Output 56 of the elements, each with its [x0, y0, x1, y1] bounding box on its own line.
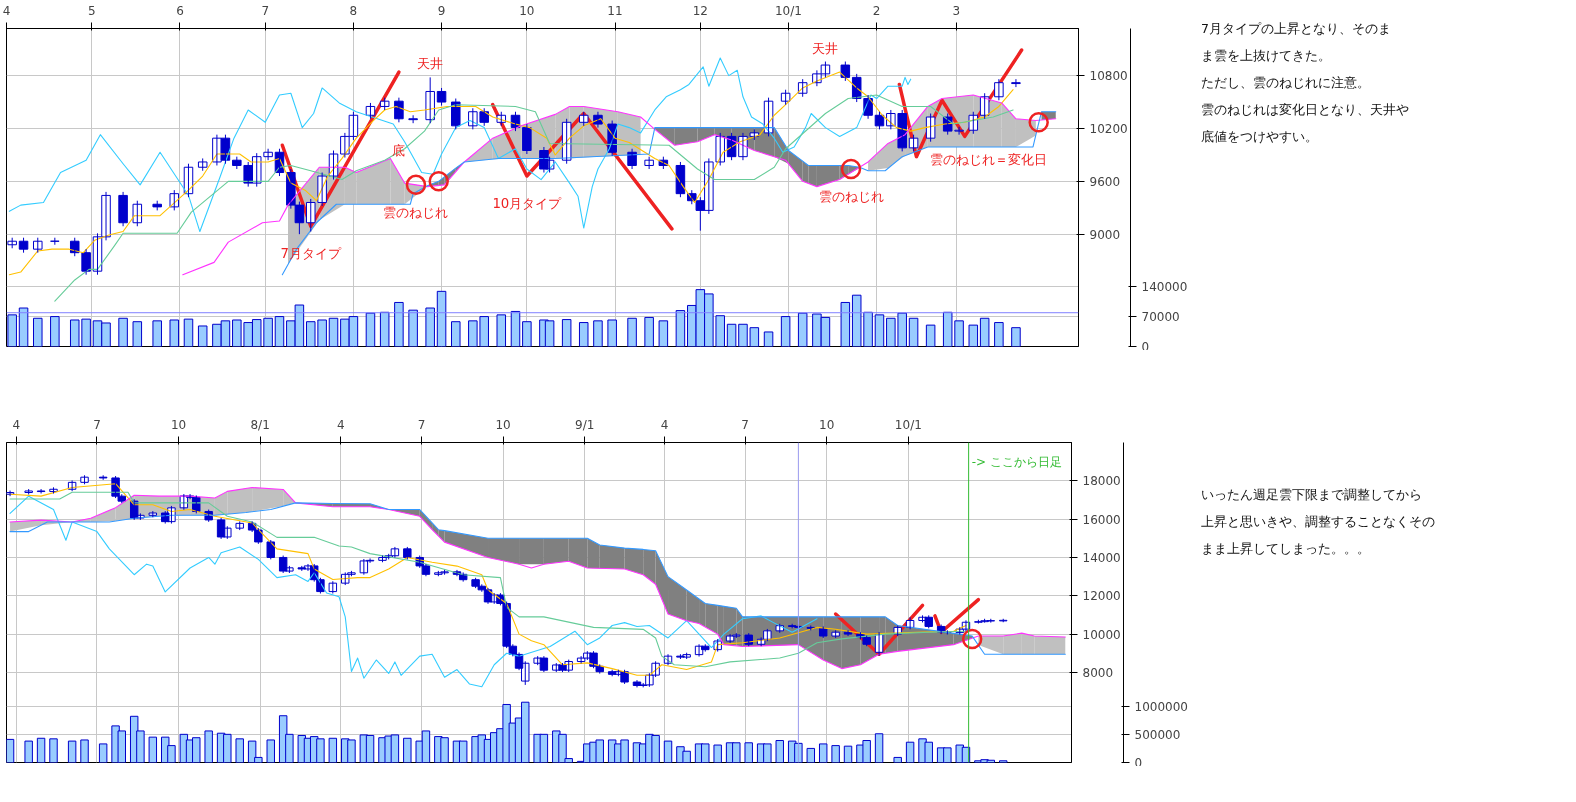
- x-tick-label: 5: [87, 3, 96, 18]
- x-tick-label: 4: [12, 417, 21, 432]
- y2-tick-label: 140000: [1141, 280, 1188, 295]
- text: ただし、雲のねじれに注意。: [1201, 74, 1371, 92]
- x-tick-label: 10: [819, 417, 835, 432]
- x-tick-label: 7: [261, 3, 270, 18]
- x-tick-label: 10/1: [774, 3, 802, 18]
- x-tick-label: 7: [417, 417, 426, 432]
- x-tick-label: 4: [660, 417, 669, 432]
- annotation: 雲のねじれ: [383, 204, 449, 220]
- y2-tick-label: 70000: [1141, 310, 1180, 325]
- text: まま上昇してしまった。。。: [1201, 540, 1371, 558]
- annotation: 7月タイプ: [280, 246, 342, 262]
- annotation: 雲のねじれ＝変化日: [929, 152, 1047, 168]
- x-tick-label: 3: [952, 3, 961, 18]
- y-tick-label: 9600: [1089, 174, 1121, 189]
- x-tick-label: 9/1: [575, 417, 595, 432]
- x-tick-label: 10: [170, 417, 187, 432]
- y-tick-label: 8000: [1082, 665, 1114, 680]
- annotation: 天井: [812, 40, 839, 56]
- y-tick-label: 12000: [1082, 589, 1121, 604]
- text: 雲のねじれは変化日となり、天井や: [1201, 101, 1409, 119]
- y2-tick-label: 0: [1141, 339, 1150, 354]
- x-tick-label: 10/1: [894, 417, 922, 432]
- text: 7月タイプの上昇となり、そのま: [1201, 20, 1392, 38]
- annotation: 10月タイプ: [492, 196, 563, 212]
- x-tick-label: 8/1: [250, 417, 270, 432]
- x-tick-label: 8: [349, 3, 358, 18]
- y-tick-label: 14000: [1082, 550, 1121, 565]
- annotation: 雲のねじれ: [818, 189, 884, 204]
- ref-line-label: -> ここから日足: [971, 454, 1062, 469]
- y-tick-label: 10200: [1089, 121, 1128, 136]
- y-tick-label: 10000: [1082, 627, 1121, 642]
- x-tick-label: 10: [495, 417, 511, 432]
- y2-tick-label: 1000000: [1134, 699, 1188, 714]
- annotation: 天井: [417, 56, 444, 72]
- y-tick-label: 16000: [1082, 512, 1121, 527]
- x-tick-label: 6: [176, 3, 184, 18]
- y-tick-label: 18000: [1082, 474, 1121, 489]
- y-tick-label: 9000: [1089, 227, 1121, 242]
- x-tick-label: 4: [2, 3, 11, 18]
- y2-tick-label: 500000: [1134, 727, 1181, 742]
- x-tick-label: 9: [437, 3, 446, 18]
- x-tick-label: 12: [692, 3, 708, 18]
- text: 上昇と思いきや、調整することなくその: [1201, 513, 1435, 531]
- y-tick-label: 10800: [1089, 69, 1128, 84]
- x-tick-label: 2: [872, 3, 881, 18]
- x-tick-label: 4: [336, 417, 345, 432]
- text: いったん週足雲下限まで調整してから: [1201, 486, 1423, 504]
- x-tick-label: 7: [93, 417, 101, 432]
- x-tick-label: 10: [519, 3, 535, 18]
- text: ま雲を上抜けてきた。: [1201, 47, 1332, 65]
- x-tick-label: 11: [607, 3, 623, 18]
- y2-tick-label: 0: [1134, 755, 1143, 770]
- x-tick-label: 7: [741, 417, 749, 432]
- text: 底値をつけやすい。: [1201, 128, 1319, 146]
